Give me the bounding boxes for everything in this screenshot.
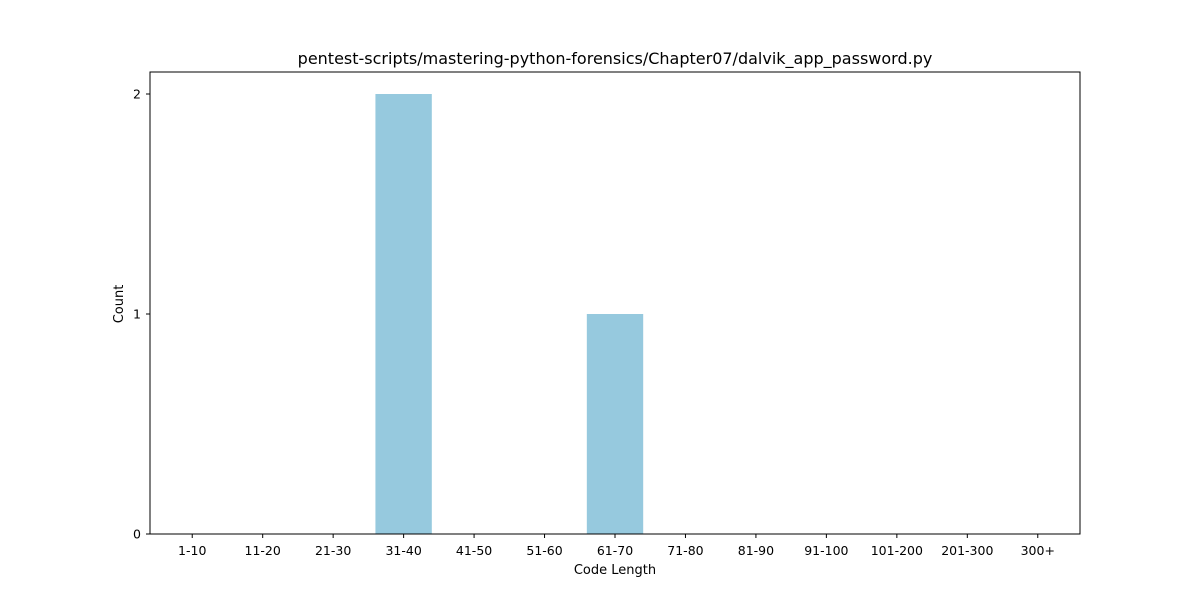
x-tick-label: 91-100: [804, 543, 848, 558]
y-tick-label: 1: [133, 307, 141, 322]
y-axis-label: Count: [112, 285, 127, 324]
bar-61-70: [586, 314, 644, 534]
bars-layer: [375, 94, 644, 534]
y-tick-label: 2: [133, 87, 141, 102]
x-tick-label: 201-300: [941, 543, 993, 558]
x-tick-label: 61-70: [597, 543, 633, 558]
x-tick-label: 101-200: [871, 543, 923, 558]
x-tick-label: 71-80: [667, 543, 703, 558]
x-tick-label: 300+: [1021, 543, 1055, 558]
x-tick-label: 21-30: [315, 543, 351, 558]
x-axis-label: Code Length: [574, 563, 656, 578]
x-tick-label: 11-20: [245, 543, 281, 558]
x-tick-label: 81-90: [738, 543, 774, 558]
y-tick-label: 0: [133, 527, 141, 542]
x-tick-label: 51-60: [526, 543, 562, 558]
x-tick-label: 41-50: [456, 543, 492, 558]
chart-title: pentest-scripts/mastering-python-forensi…: [298, 49, 933, 69]
x-axis-ticks: 1-10 11-20 21-30 31-40 41-50 51-60 61-70 71-80 8…: [178, 534, 1055, 558]
x-tick-label: 1-10: [178, 543, 206, 558]
bar-31-40: [375, 94, 432, 534]
x-tick-label: 31-40: [385, 543, 421, 558]
y-axis-ticks: 0 1 2: [133, 87, 150, 542]
